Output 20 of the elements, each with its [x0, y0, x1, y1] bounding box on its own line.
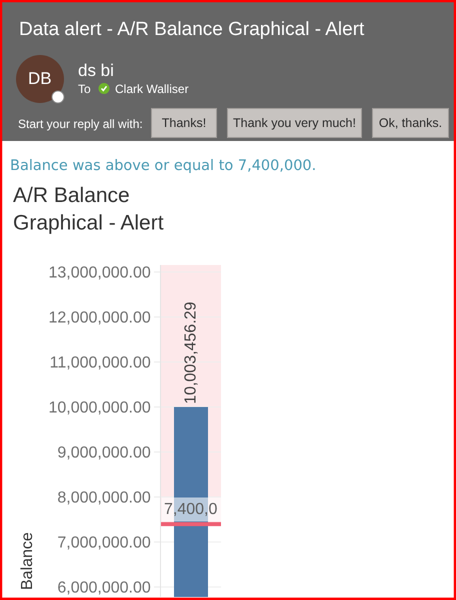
chart-title: A/R Balance Graphical - Alert — [13, 184, 164, 234]
text: Thanks! — [162, 116, 206, 130]
y-tick-label: 12,000,000.00 — [48, 310, 151, 327]
y-tick-label: 13,000,000.00 — [48, 264, 151, 282]
text: Balance was above or equal to 7,400,000. — [10, 158, 316, 174]
text: ds bi — [78, 61, 114, 80]
y-tick-label: 7,000,000.00 — [57, 534, 151, 552]
y-tick-label: 9,000,000.00 — [57, 444, 151, 462]
y-tick-label: 10,000,000.00 — [48, 400, 151, 417]
text: To — [78, 82, 91, 96]
text: Ok, thanks. — [378, 116, 442, 130]
y-tick-label: 6,000,000.00 — [57, 580, 151, 597]
y-tick-label: 11,000,000.00 — [50, 354, 151, 372]
y-tick-label: 8,000,000.00 — [57, 490, 151, 507]
data-label: 10,003,456.29 — [182, 302, 200, 404]
text: Start your reply all with: — [18, 117, 143, 131]
text: Thank you very much! — [233, 116, 356, 130]
text: Clark Walliser — [115, 82, 189, 96]
text: Data alert - A/R Balance Graphical - Alert — [19, 19, 366, 40]
y-axis-title: Balance — [19, 532, 36, 590]
